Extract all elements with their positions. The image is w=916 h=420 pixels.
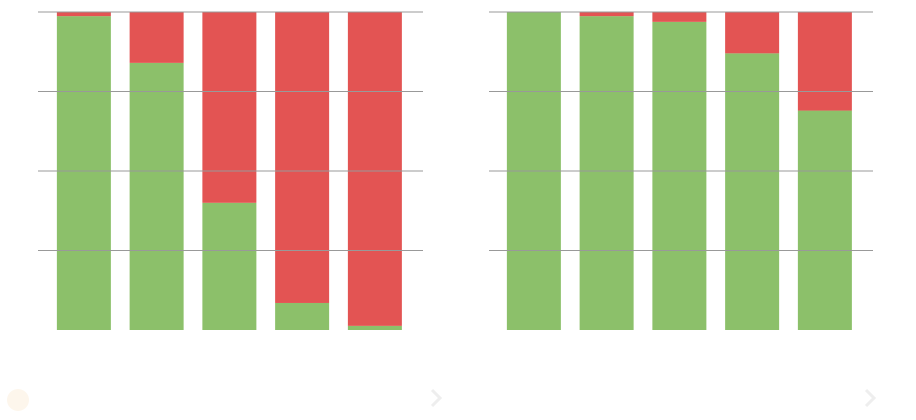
bar-segment bbox=[275, 302, 330, 330]
bar-segment bbox=[56, 12, 111, 17]
bar-segment bbox=[275, 12, 330, 303]
bar-segment bbox=[202, 202, 257, 330]
bar-segment bbox=[725, 12, 780, 54]
bar-segment bbox=[129, 62, 184, 330]
bar-segment bbox=[579, 16, 634, 330]
bar-segment bbox=[797, 12, 852, 111]
bar-segment bbox=[797, 110, 852, 330]
next-arrow[interactable] bbox=[430, 388, 443, 408]
next-arrow[interactable] bbox=[864, 388, 877, 408]
bar-segment bbox=[202, 12, 257, 203]
bar-segment bbox=[347, 12, 402, 326]
nav-icon[interactable] bbox=[7, 389, 29, 411]
bar-segment bbox=[56, 16, 111, 330]
bar-segment bbox=[725, 53, 780, 331]
bar-segment bbox=[129, 12, 184, 63]
bar-segment bbox=[652, 21, 707, 330]
bar-segment bbox=[347, 325, 402, 330]
bar-segment bbox=[579, 12, 634, 17]
bar-segment bbox=[652, 12, 707, 22]
